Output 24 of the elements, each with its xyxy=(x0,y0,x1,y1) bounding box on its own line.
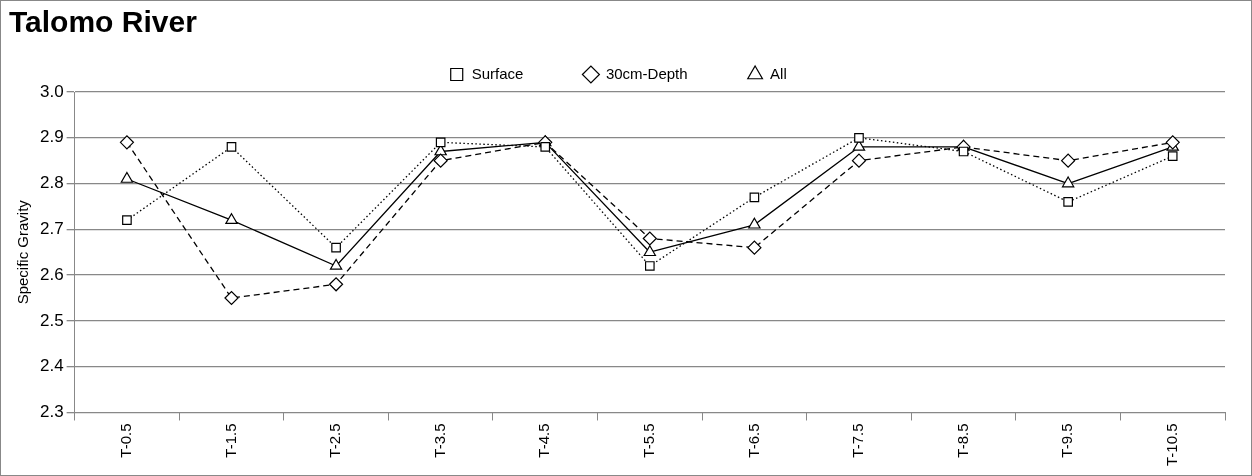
y-tick-label: 3.0 xyxy=(39,81,64,101)
x-tick-label: T-5.5 xyxy=(639,423,657,458)
x-tick-label: T-4.5 xyxy=(535,423,553,458)
x-tick-label: T-3.5 xyxy=(430,423,448,458)
y-tick-label: 2.6 xyxy=(39,264,64,284)
x-tick-label: T-1.5 xyxy=(221,423,239,458)
legend-label: 30cm-Depth xyxy=(605,64,688,82)
x-tick-label: T-10.5 xyxy=(1162,423,1180,467)
y-tick-label: 2.3 xyxy=(39,402,64,422)
x-tick-label: T-7.5 xyxy=(849,423,867,458)
legend-label: All xyxy=(770,64,787,82)
y-tick-label: 2.8 xyxy=(39,173,64,193)
y-axis-title: Specific Gravity xyxy=(14,199,32,305)
x-tick-label: T-6.5 xyxy=(744,423,762,458)
x-tick-label: T-2.5 xyxy=(326,423,344,458)
y-tick-label: 2.7 xyxy=(39,219,64,239)
x-tick-label: T-9.5 xyxy=(1058,423,1076,458)
y-tick-label: 2.4 xyxy=(39,356,64,376)
y-tick-label: 2.5 xyxy=(39,310,64,330)
chart-title: Talomo River xyxy=(9,5,197,39)
x-tick-label: T-8.5 xyxy=(953,423,971,458)
y-tick-label: 2.9 xyxy=(39,127,64,147)
x-tick-label: T-0.5 xyxy=(117,423,135,458)
legend-label: Surface xyxy=(471,64,524,82)
